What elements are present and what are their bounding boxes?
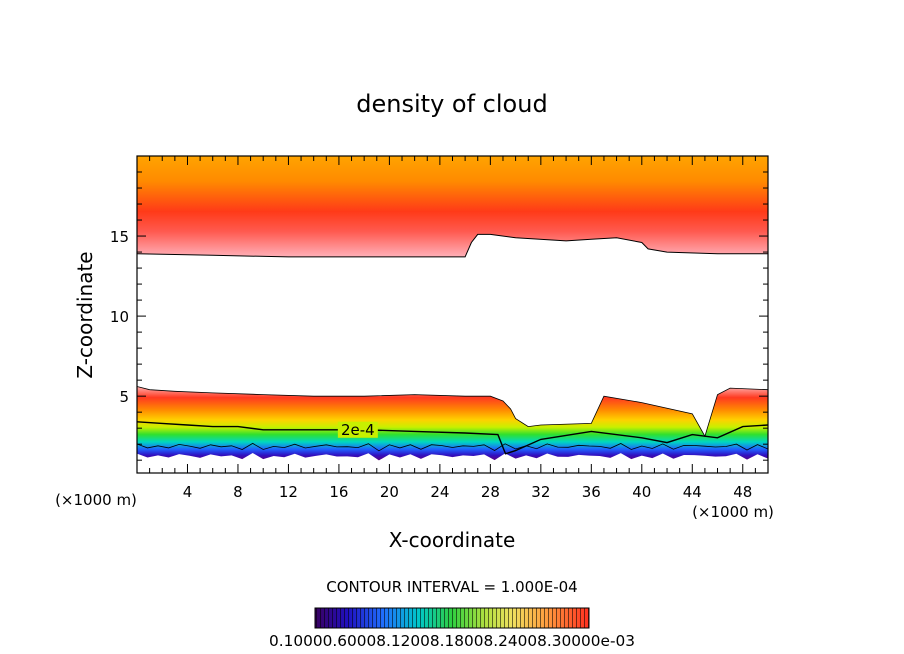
colorbar-ticks xyxy=(315,608,589,628)
y-tick-label: 15 xyxy=(110,228,129,246)
colorbar-labels: 0.10000.60008.12008.18008.24008.30000e-0… xyxy=(269,632,635,650)
colorbar xyxy=(314,607,590,629)
y-axis-label: Z-coordinate xyxy=(73,251,97,378)
x-unit-label-right: (×1000 m) xyxy=(692,503,774,521)
x-tick-label: 36 xyxy=(582,483,601,501)
x-tick-label: 40 xyxy=(632,483,651,501)
lower-cloud-top-contour xyxy=(137,386,768,438)
upper-cloud-band xyxy=(137,156,768,257)
y-axis-ticks: 5 10 15 xyxy=(110,171,768,461)
contour-2e-4 xyxy=(137,421,768,455)
x-unit-label-left: (×1000 m) xyxy=(55,491,137,509)
x-tick-label: 28 xyxy=(481,483,500,501)
upper-cloud-boundary-contour xyxy=(137,233,768,258)
lower-cloud-band xyxy=(137,386,768,461)
contour-label: 2e-4 xyxy=(341,421,375,439)
y-tick-label: 10 xyxy=(110,308,129,326)
y-tick-label: 5 xyxy=(119,388,129,406)
x-tick-label: 24 xyxy=(430,483,449,501)
contour-label-background xyxy=(337,421,378,438)
x-axis-label: X-coordinate xyxy=(389,528,516,552)
chart-title: density of cloud xyxy=(356,90,547,118)
x-tick-label: 4 xyxy=(183,483,193,501)
x-tick-label: 8 xyxy=(233,483,243,501)
x-tick-label: 32 xyxy=(531,483,550,501)
x-tick-label: 16 xyxy=(329,483,348,501)
lower-cloud-base-contour xyxy=(137,442,768,452)
x-tick-label: 12 xyxy=(279,483,298,501)
plot-area xyxy=(137,156,768,461)
colorbar-frame xyxy=(314,607,590,629)
x-axis-ticks: 4 8 12 16 20 24 28 32 36 40 44 48 xyxy=(136,156,769,501)
x-tick-label: 20 xyxy=(380,483,399,501)
contour-interval-text: CONTOUR INTERVAL = 1.000E-04 xyxy=(326,578,577,596)
x-tick-label: 44 xyxy=(683,483,702,501)
x-tick-label: 48 xyxy=(733,483,752,501)
